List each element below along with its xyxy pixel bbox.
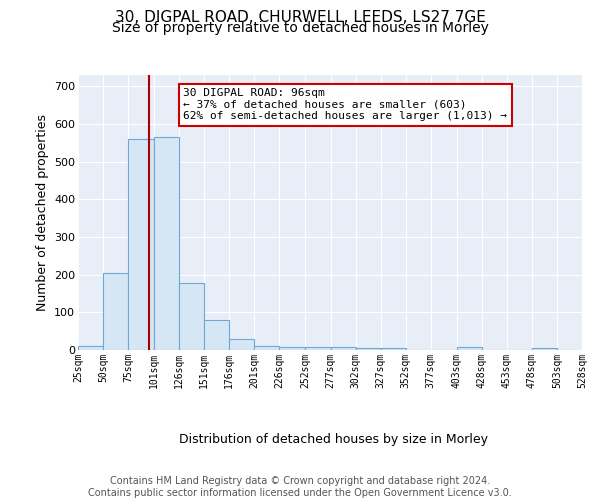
Bar [128,139,154,350]
Bar [380,348,406,350]
Bar [457,348,482,350]
Bar [254,346,280,350]
Bar [179,283,204,350]
Text: 30 DIGPAL ROAD: 96sqm
← 37% of detached houses are smaller (603)
62% of semi-det: 30 DIGPAL ROAD: 96sqm ← 37% of detached … [183,88,507,122]
Bar [103,273,128,350]
Text: Size of property relative to detached houses in Morley: Size of property relative to detached ho… [112,21,488,35]
Bar [280,348,305,350]
Bar [229,340,254,350]
Bar [154,137,179,350]
Bar [331,347,356,350]
Text: 30, DIGPAL ROAD, CHURWELL, LEEDS, LS27 7GE: 30, DIGPAL ROAD, CHURWELL, LEEDS, LS27 7… [115,10,485,25]
Bar [204,320,229,350]
Bar [305,347,331,350]
Bar [356,348,380,350]
Bar [78,346,103,350]
Text: Distribution of detached houses by size in Morley: Distribution of detached houses by size … [179,432,488,446]
Bar [532,348,557,350]
Y-axis label: Number of detached properties: Number of detached properties [35,114,49,311]
Text: Contains HM Land Registry data © Crown copyright and database right 2024.
Contai: Contains HM Land Registry data © Crown c… [88,476,512,498]
